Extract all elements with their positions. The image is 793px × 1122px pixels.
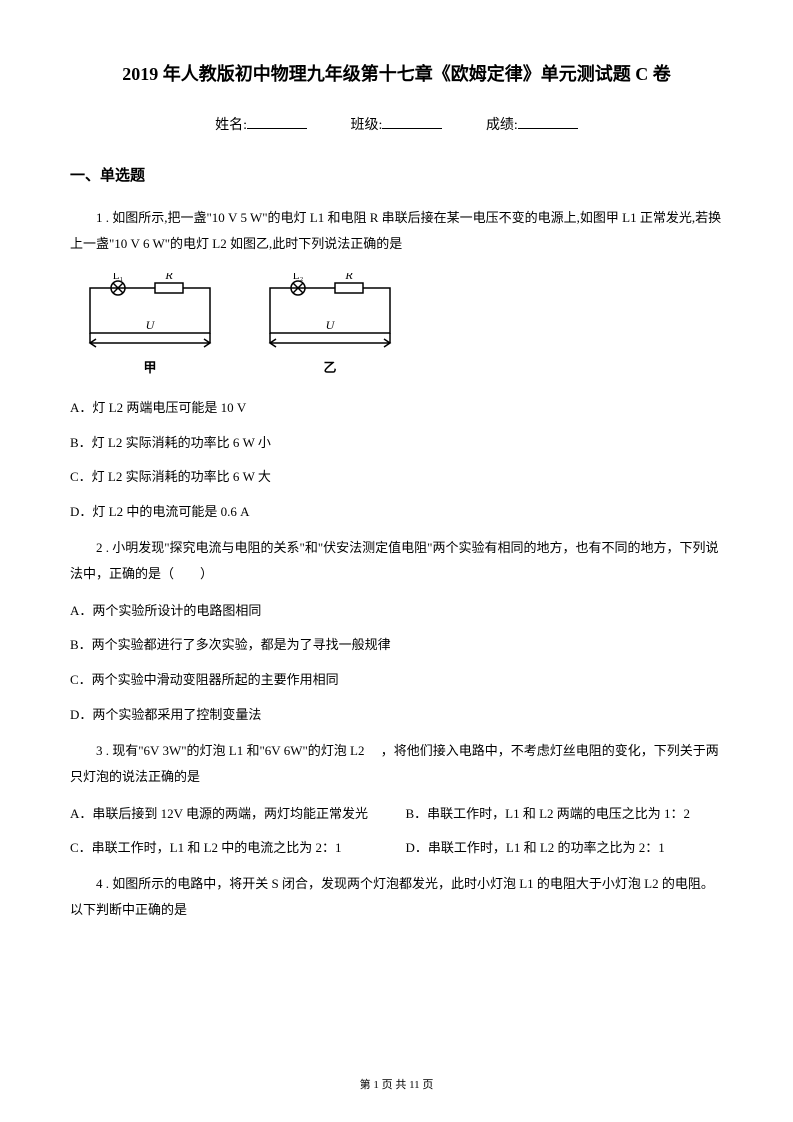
q1-option-b: B．灯 L2 实际消耗的功率比 6 W 小 — [70, 431, 723, 456]
circuit-2-res-label: R — [344, 273, 353, 282]
q2-option-a: A．两个实验所设计的电路图相同 — [70, 599, 723, 624]
page-footer: 第 1 页 共 11 页 — [0, 1076, 793, 1092]
q3-option-b: B．串联工作时，L1 和 L2 两端的电压之比为 1：2 — [406, 802, 724, 827]
q3-option-c: C．串联工作时，L1 和 L2 中的电流之比为 2：1 — [70, 836, 388, 861]
q1-option-a: A．灯 L2 两端电压可能是 10 V — [70, 396, 723, 421]
score-label: 成绩: — [486, 118, 518, 133]
circuit-2-caption: 乙 — [323, 357, 336, 376]
score-blank[interactable] — [518, 115, 578, 129]
name-label: 姓名: — [215, 118, 247, 133]
q1-diagrams: L₁ R U 甲 L₂ R U 乙 — [80, 273, 723, 376]
circuit-2-lamp-label: L₂ — [293, 273, 304, 282]
q3-stem: 3 . 现有"6V 3W"的灯泡 L1 和"6V 6W"的灯泡 L2 ，将他们接… — [70, 738, 723, 790]
circuit-1-lamp-label: L₁ — [113, 273, 124, 282]
circuit-2-svg: L₂ R U — [260, 273, 400, 353]
page-title: 2019 年人教版初中物理九年级第十七章《欧姆定律》单元测试题 C 卷 — [70, 60, 723, 86]
q4-stem: 4 . 如图所示的电路中，将开关 S 闭合，发现两个灯泡都发光，此时小灯泡 L1… — [70, 871, 723, 923]
name-blank[interactable] — [247, 115, 307, 129]
q2-stem: 2 . 小明发现"探究电流与电阻的关系"和"伏安法测定值电阻"两个实验有相同的地… — [70, 535, 723, 587]
circuit-2-voltage-label: U — [326, 318, 336, 332]
circuit-1: L₁ R U 甲 — [80, 273, 220, 376]
q1-option-c: C．灯 L2 实际消耗的功率比 6 W 大 — [70, 465, 723, 490]
q3-option-a: A．串联后接到 12V 电源的两端，两灯均能正常发光 — [70, 802, 388, 827]
circuit-1-svg: L₁ R U — [80, 273, 220, 353]
circuit-1-voltage-label: U — [146, 318, 156, 332]
class-label: 班级: — [351, 118, 383, 133]
q2-option-c: C．两个实验中滑动变阻器所起的主要作用相同 — [70, 668, 723, 693]
q2-option-b: B．两个实验都进行了多次实验，都是为了寻找一般规律 — [70, 633, 723, 658]
circuit-1-res-label: R — [164, 273, 173, 282]
section-1-header: 一、单选题 — [70, 164, 723, 185]
student-info-line: 姓名: 班级: 成绩: — [70, 114, 723, 134]
q3-row-ab: A．串联后接到 12V 电源的两端，两灯均能正常发光 B．串联工作时，L1 和 … — [70, 802, 723, 827]
circuit-2: L₂ R U 乙 — [260, 273, 400, 376]
circuit-1-caption: 甲 — [143, 357, 156, 376]
q3-row-cd: C．串联工作时，L1 和 L2 中的电流之比为 2：1 D．串联工作时，L1 和… — [70, 836, 723, 861]
q1-stem: 1 . 如图所示,把一盏"10 V 5 W"的电灯 L1 和电阻 R 串联后接在… — [70, 205, 723, 257]
q3-option-d: D．串联工作时，L1 和 L2 的功率之比为 2：1 — [406, 836, 724, 861]
q1-option-d: D．灯 L2 中的电流可能是 0.6 A — [70, 500, 723, 525]
class-blank[interactable] — [382, 115, 442, 129]
q2-option-d: D．两个实验都采用了控制变量法 — [70, 703, 723, 728]
